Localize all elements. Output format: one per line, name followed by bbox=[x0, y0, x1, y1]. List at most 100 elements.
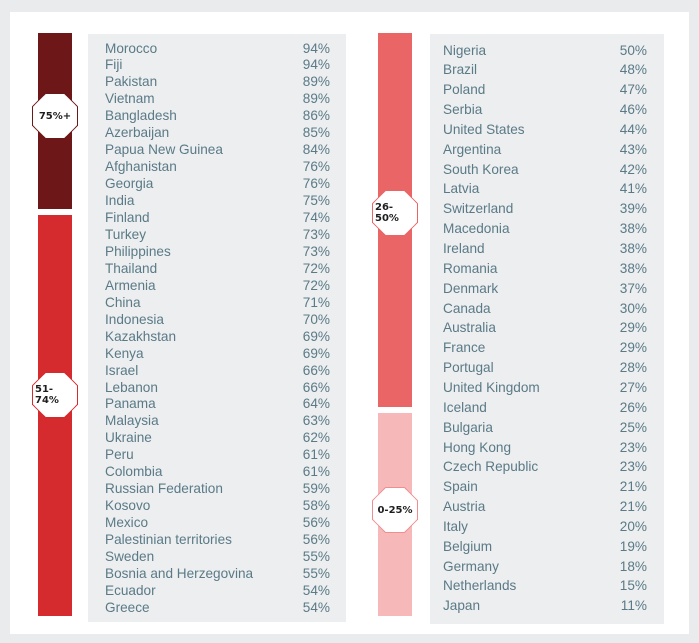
country-row: Azerbaijan 85% bbox=[105, 124, 330, 141]
country-name: Latvia bbox=[443, 181, 480, 197]
country-name: Vietnam bbox=[105, 91, 155, 107]
country-row: Israel 66% bbox=[105, 362, 330, 379]
country-percentage: 29% bbox=[619, 320, 647, 336]
range-badge: 26-50% bbox=[373, 191, 417, 235]
country-name: Sweden bbox=[105, 549, 155, 564]
country-name: Israel bbox=[105, 362, 139, 378]
country-percentage: 58% bbox=[302, 498, 330, 514]
country-name: Australia bbox=[443, 320, 496, 336]
country-row: Denmark 37% bbox=[443, 280, 647, 297]
country-percentage: 21% bbox=[619, 499, 647, 515]
country-percentage: 73% bbox=[302, 243, 330, 259]
country-percentage: 29% bbox=[619, 340, 647, 356]
country-name: Macedonia bbox=[443, 221, 510, 237]
country-percentage: 28% bbox=[619, 360, 647, 376]
country-percentage: 25% bbox=[619, 419, 647, 435]
country-name: Papua New Guinea bbox=[105, 142, 223, 158]
country-percentage: 59% bbox=[302, 481, 330, 497]
country-row: Ecuador 54% bbox=[105, 582, 330, 599]
country-name: Kosovo bbox=[105, 498, 151, 514]
country-row: Morocco 94% bbox=[105, 40, 330, 57]
country-name: Georgia bbox=[105, 176, 154, 192]
country-row: Canada 30% bbox=[443, 300, 647, 317]
country-row: Hong Kong 23% bbox=[443, 439, 647, 456]
country-name: Japan bbox=[443, 598, 481, 614]
country-row: Georgia 76% bbox=[105, 175, 330, 192]
country-name: France bbox=[443, 340, 486, 356]
country-percentage: 72% bbox=[302, 260, 330, 276]
country-name: Spain bbox=[443, 479, 478, 495]
country-row: Romania 38% bbox=[443, 260, 647, 277]
country-row: India 75% bbox=[105, 192, 330, 209]
country-name: Nigeria bbox=[443, 42, 487, 58]
country-name: Italy bbox=[443, 518, 468, 534]
country-row: Mexico 56% bbox=[105, 514, 330, 531]
country-name: Palestinian territories bbox=[105, 532, 232, 548]
country-name: Serbia bbox=[443, 102, 483, 118]
country-name: Panama bbox=[105, 396, 156, 412]
country-name: Peru bbox=[105, 447, 134, 463]
country-percentage: 41% bbox=[619, 181, 647, 197]
country-name: Afghanistan bbox=[105, 159, 177, 175]
country-name: Poland bbox=[443, 82, 486, 98]
country-row: Sweden 55% bbox=[105, 548, 330, 565]
country-percentage: 46% bbox=[619, 102, 647, 118]
country-percentage: 54% bbox=[302, 599, 330, 615]
country-row: France 29% bbox=[443, 339, 647, 356]
country-row: Bulgaria 25% bbox=[443, 419, 647, 436]
country-percentage: 74% bbox=[302, 210, 330, 225]
country-row: Australia 29% bbox=[443, 319, 647, 336]
country-percentage: 37% bbox=[619, 280, 647, 296]
country-name: Kazakhstan bbox=[105, 328, 177, 344]
country-row: Kosovo 58% bbox=[105, 497, 330, 514]
country-row: Italy 20% bbox=[443, 518, 647, 535]
country-name: Bulgaria bbox=[443, 419, 493, 435]
country-row: Netherlands 15% bbox=[443, 577, 647, 594]
country-row: Pakistan 89% bbox=[105, 73, 330, 90]
country-percentage: 42% bbox=[619, 161, 647, 177]
country-row: Bosnia and Herzegovina 55% bbox=[105, 565, 330, 582]
country-row: Portugal 28% bbox=[443, 359, 647, 376]
country-percentage: 94% bbox=[302, 57, 330, 73]
country-percentage: 76% bbox=[302, 159, 330, 175]
country-row: Belgium 19% bbox=[443, 538, 647, 555]
country-row: China 71% bbox=[105, 294, 330, 311]
country-row: Peru 61% bbox=[105, 446, 330, 463]
country-percentage: 66% bbox=[302, 362, 330, 378]
country-percentage: 11% bbox=[620, 598, 647, 614]
country-percentage: 38% bbox=[619, 241, 647, 256]
country-row: Ukraine 62% bbox=[105, 429, 330, 446]
country-name: Czech Republic bbox=[443, 459, 539, 475]
country-name: Ukraine bbox=[105, 430, 152, 446]
country-name: Bangladesh bbox=[105, 108, 177, 124]
country-percentage: 75% bbox=[302, 193, 330, 209]
country-percentage: 61% bbox=[302, 464, 330, 480]
country-row: Argentina 43% bbox=[443, 141, 647, 158]
country-row: Kazakhstan 69% bbox=[105, 328, 330, 345]
country-row: Russian Federation 59% bbox=[105, 480, 330, 497]
range-badge: 51-74% bbox=[33, 373, 77, 417]
country-percentage: 54% bbox=[302, 582, 330, 598]
country-percentage: 55% bbox=[302, 549, 330, 564]
country-name: Brazil bbox=[443, 62, 477, 78]
range-badge-label: 51-74% bbox=[35, 375, 75, 415]
country-percentage: 85% bbox=[302, 125, 330, 141]
country-percentage: 66% bbox=[302, 379, 330, 395]
country-row: Lebanon 66% bbox=[105, 379, 330, 396]
country-row: Latvia 41% bbox=[443, 180, 647, 197]
country-row: Poland 47% bbox=[443, 81, 647, 98]
country-name: Switzerland bbox=[443, 201, 514, 217]
country-percentage: 55% bbox=[302, 565, 330, 581]
country-name: Austria bbox=[443, 499, 486, 515]
country-percentage: 89% bbox=[302, 74, 330, 90]
country-row: Turkey 73% bbox=[105, 226, 330, 243]
country-row: Spain 21% bbox=[443, 478, 647, 495]
country-percentage: 26% bbox=[619, 399, 647, 415]
country-percentage: 38% bbox=[619, 260, 647, 276]
country-name: Morocco bbox=[105, 40, 158, 56]
country-name: Ecuador bbox=[105, 582, 156, 598]
country-row: Nigeria 50% bbox=[443, 42, 647, 59]
country-row: South Korea 42% bbox=[443, 161, 647, 178]
country-name: Argentina bbox=[443, 141, 502, 157]
country-row: Philippines 73% bbox=[105, 243, 330, 260]
